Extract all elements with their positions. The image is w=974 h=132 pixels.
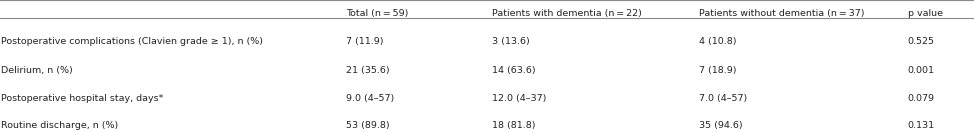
Text: p value: p value <box>908 9 943 18</box>
Text: 18 (81.8): 18 (81.8) <box>492 121 536 130</box>
Text: 7 (18.9): 7 (18.9) <box>699 66 737 75</box>
Text: Patients without dementia (n = 37): Patients without dementia (n = 37) <box>699 9 865 18</box>
Text: 0.525: 0.525 <box>908 37 935 46</box>
Text: Postoperative hospital stay, days*: Postoperative hospital stay, days* <box>1 94 164 103</box>
Text: 53 (89.8): 53 (89.8) <box>346 121 390 130</box>
Text: 7.0 (4–57): 7.0 (4–57) <box>699 94 748 103</box>
Text: 14 (63.6): 14 (63.6) <box>492 66 536 75</box>
Text: 35 (94.6): 35 (94.6) <box>699 121 743 130</box>
Text: Patients with dementia (n = 22): Patients with dementia (n = 22) <box>492 9 642 18</box>
Text: Routine discharge, n (%): Routine discharge, n (%) <box>1 121 118 130</box>
Text: Delirium, n (%): Delirium, n (%) <box>1 66 73 75</box>
Text: 3 (13.6): 3 (13.6) <box>492 37 530 46</box>
Text: 4 (10.8): 4 (10.8) <box>699 37 737 46</box>
Text: Postoperative complications (Clavien grade ≥ 1), n (%): Postoperative complications (Clavien gra… <box>1 37 263 46</box>
Text: 12.0 (4–37): 12.0 (4–37) <box>492 94 546 103</box>
Text: Total (n = 59): Total (n = 59) <box>346 9 408 18</box>
Text: 0.131: 0.131 <box>908 121 935 130</box>
Text: 21 (35.6): 21 (35.6) <box>346 66 390 75</box>
Text: 7 (11.9): 7 (11.9) <box>346 37 384 46</box>
Text: 0.079: 0.079 <box>908 94 935 103</box>
Text: 0.001: 0.001 <box>908 66 935 75</box>
Text: 9.0 (4–57): 9.0 (4–57) <box>346 94 394 103</box>
